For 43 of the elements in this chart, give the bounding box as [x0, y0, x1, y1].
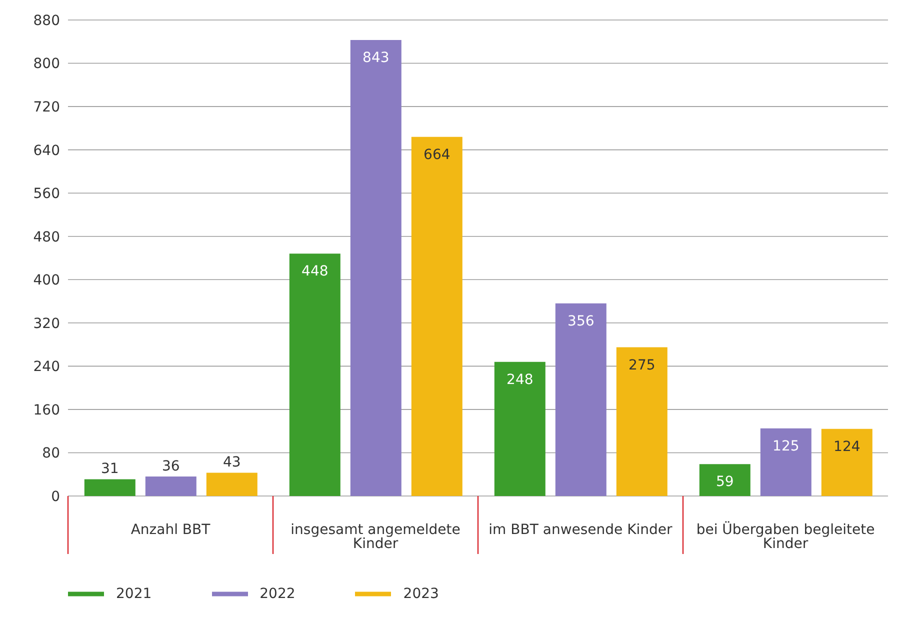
y-tick-label: 480 [33, 229, 60, 246]
bar [699, 464, 750, 496]
bar [145, 476, 196, 496]
bar [350, 40, 402, 496]
y-tick-label: 160 [33, 402, 60, 418]
y-tick-label: 400 [33, 272, 60, 289]
x-tick-label: insgesamt angemeldete Kinder [290, 522, 460, 552]
data-label: 248 [506, 372, 534, 388]
bar [821, 428, 872, 496]
bar [411, 136, 462, 496]
bar [555, 303, 606, 496]
bar [84, 479, 136, 496]
bar [289, 254, 340, 496]
data-label: 664 [424, 146, 450, 163]
bar [760, 428, 812, 496]
legend-label: 2021 [116, 586, 152, 602]
y-tick-label: 320 [33, 316, 60, 332]
x-tick-label: im BBT anwesende Kinder [488, 522, 673, 538]
data-label: 43 [222, 454, 241, 471]
y-tick-label: 240 [33, 359, 60, 376]
y-tick-label: 0 [51, 488, 60, 505]
x-tick-label: bei Übergaben begleitete Kinder [696, 520, 875, 552]
data-label: 36 [162, 458, 180, 475]
legend-label: 2023 [403, 586, 439, 602]
bar [494, 362, 546, 496]
y-tick-label: 560 [33, 186, 60, 202]
legend-label: 2022 [260, 586, 296, 602]
data-label: 125 [772, 438, 800, 454]
y-tick-label: 800 [33, 56, 60, 72]
y-tick-label: 640 [33, 142, 60, 159]
data-label: 448 [302, 264, 328, 280]
x-tick-label: Anzahl BBT [130, 522, 211, 538]
y-tick-label: 80 [42, 446, 60, 462]
data-label: 31 [100, 461, 119, 478]
data-label: 124 [834, 438, 860, 455]
data-label: 356 [568, 313, 594, 330]
data-label: 843 [362, 50, 390, 66]
bar [616, 347, 668, 496]
bar [206, 472, 258, 496]
data-label: 275 [628, 357, 656, 374]
y-tick-label: 720 [33, 100, 60, 116]
y-tick-label: 880 [33, 12, 60, 29]
data-label: 59 [716, 474, 734, 490]
